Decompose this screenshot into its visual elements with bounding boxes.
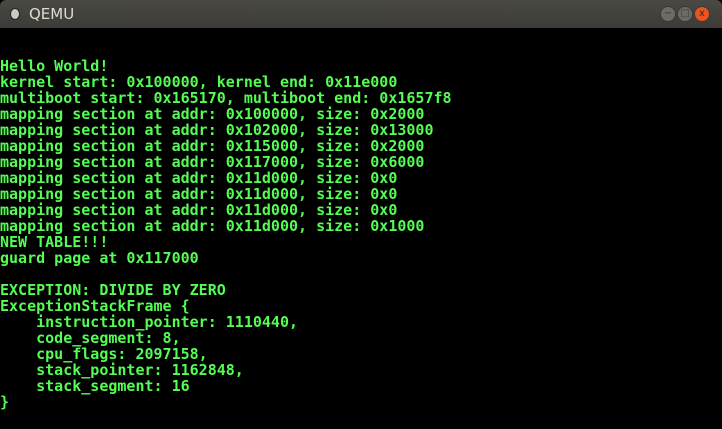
console-line: mapping section at addr: 0x11d000, size:… <box>0 185 398 203</box>
console-line: stack_pointer: 1162848, <box>0 361 244 379</box>
console-line: multiboot start: 0x165170, multiboot end… <box>0 89 452 107</box>
console-line: stack_segment: 16 <box>0 377 190 395</box>
close-button[interactable]: x <box>694 6 710 22</box>
window-title: QEMU <box>29 5 75 23</box>
console-line: NEW TABLE!!! <box>0 233 109 251</box>
console-line: mapping section at addr: 0x117000, size:… <box>0 153 425 171</box>
console-line: EXCEPTION: DIVIDE BY ZERO <box>0 281 226 299</box>
console-screen[interactable]: Hello World! kernel start: 0x100000, kern… <box>0 28 722 429</box>
app-icon <box>10 8 20 20</box>
maximize-button[interactable]: □ <box>677 6 693 22</box>
title-bar[interactable]: QEMU − □ x <box>0 0 722 28</box>
console-line: } <box>0 393 10 411</box>
console-line: kernel start: 0x100000, kernel end: 0x11… <box>0 73 398 91</box>
console-line: mapping section at addr: 0x102000, size:… <box>0 121 434 139</box>
console-line <box>0 266 722 282</box>
console-line: code_segment: 8, <box>0 329 181 347</box>
console-line: instruction_pointer: 1110440, <box>0 313 299 331</box>
console-line: mapping section at addr: 0x100000, size:… <box>0 105 425 123</box>
console-line: Hello World! <box>0 57 109 75</box>
console-line: cpu_flags: 2097158, <box>0 345 208 363</box>
console-line: guard page at 0x117000 <box>0 249 199 267</box>
console-line: mapping section at addr: 0x11d000, size:… <box>0 169 398 187</box>
console-line: ExceptionStackFrame { <box>0 297 190 315</box>
console-line: mapping section at addr: 0x115000, size:… <box>0 137 425 155</box>
console-line: mapping section at addr: 0x11d000, size:… <box>0 201 398 219</box>
minimize-button[interactable]: − <box>660 6 676 22</box>
console-line: mapping section at addr: 0x11d000, size:… <box>0 217 425 235</box>
